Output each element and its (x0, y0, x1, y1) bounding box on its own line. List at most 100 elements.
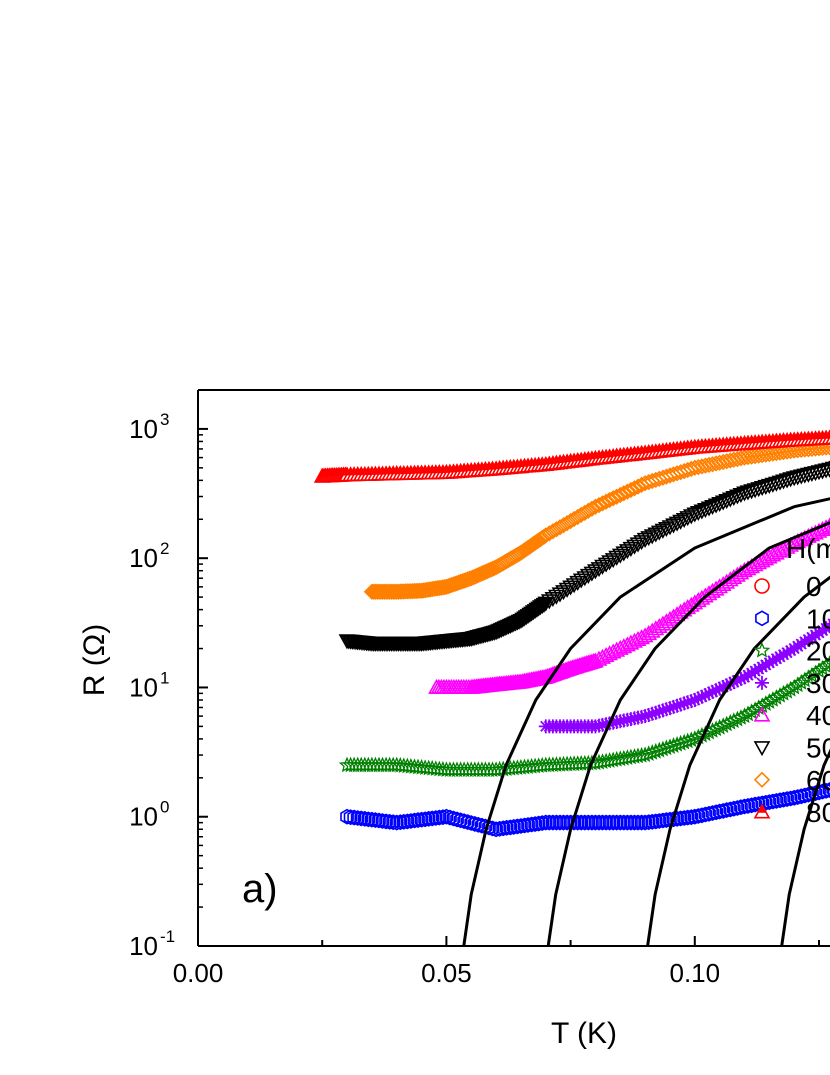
legend-label: 50 (806, 733, 830, 764)
data-point (721, 492, 739, 508)
data-point (775, 474, 792, 490)
data-point (794, 788, 809, 805)
data-point (558, 582, 576, 598)
data-point (443, 809, 457, 826)
data-point (741, 668, 755, 683)
data-point (450, 811, 464, 828)
data-point (758, 657, 773, 672)
legend-marker (755, 610, 769, 627)
data-point (619, 483, 636, 500)
data-point (541, 525, 558, 542)
data-point (697, 502, 714, 519)
data-point (386, 814, 401, 831)
data-point (583, 566, 601, 582)
data-point (687, 693, 702, 707)
data-point (769, 792, 784, 809)
data-point (783, 643, 798, 658)
data-point (489, 821, 503, 838)
data-point (771, 475, 789, 491)
data-point (404, 813, 418, 829)
data-point (643, 529, 661, 545)
data-point (762, 794, 777, 811)
fit-curve-0 (462, 497, 830, 946)
fit-curve-2 (646, 575, 830, 946)
y-tick-exponent: 1 (160, 668, 169, 687)
data-point (792, 469, 810, 485)
data-point (732, 487, 750, 504)
legend-title: H(m (786, 533, 830, 564)
y-tick-label: 10 (129, 543, 158, 573)
data-point (744, 666, 759, 681)
data-point (506, 818, 521, 835)
data-point (679, 511, 697, 527)
data-point (709, 804, 724, 821)
data-point (757, 479, 775, 495)
data-point (739, 485, 757, 501)
data-point (826, 783, 830, 796)
data-point (824, 658, 830, 669)
data-point (808, 785, 823, 802)
data-point (741, 797, 755, 814)
data-point (750, 482, 768, 498)
data-point (640, 531, 658, 547)
x-ticks: 0.000.050.100.150.200.2 (173, 936, 820, 988)
data-point (615, 546, 633, 562)
legend-label: 10 (806, 603, 830, 634)
data-point (680, 809, 695, 826)
data-point (587, 498, 604, 515)
series-6 (363, 439, 830, 600)
data-point (428, 810, 443, 826)
data-point (647, 527, 665, 543)
series-3 (538, 618, 830, 734)
data-point (622, 541, 640, 557)
legend-marker (753, 741, 771, 757)
data-point (605, 490, 622, 507)
data-point (764, 477, 782, 493)
data-point (622, 481, 640, 499)
legend-label: 80 (806, 797, 830, 828)
y-tick-exponent: 0 (160, 798, 169, 817)
data-point (691, 808, 706, 824)
data-point (414, 811, 429, 828)
data-point (729, 489, 746, 505)
data-point (638, 814, 653, 831)
data-point (783, 790, 798, 807)
data-point (565, 578, 583, 594)
legend-marker (753, 706, 771, 722)
data-point (684, 809, 699, 826)
data-point (748, 796, 763, 813)
data-point (565, 510, 583, 528)
data-point (773, 792, 787, 809)
data-point (691, 691, 706, 706)
data-point (400, 813, 415, 830)
x-tick-label: 0.10 (669, 958, 720, 988)
data-point (555, 585, 572, 601)
data-point (544, 591, 562, 608)
data-point (670, 698, 685, 713)
data-point (698, 806, 713, 823)
data-point (760, 478, 778, 494)
data-point (428, 678, 445, 694)
data-point (629, 478, 647, 495)
data-point (675, 601, 693, 617)
data-point (551, 519, 569, 536)
data-point (680, 695, 695, 710)
data-point (744, 797, 759, 814)
data-point (698, 688, 713, 703)
data-point (755, 660, 770, 674)
data-point (594, 559, 611, 575)
legend-label: 0 (806, 571, 822, 602)
data-point (776, 791, 791, 808)
y-tick-exponent: 3 (160, 410, 169, 429)
data-point (537, 596, 555, 612)
x-axis-title: T (K) (551, 1017, 617, 1050)
data-point (389, 814, 404, 831)
data-point (702, 805, 716, 822)
data-point (658, 521, 675, 538)
data-point (558, 514, 576, 532)
data-point (510, 818, 525, 835)
data-point (496, 820, 511, 837)
data-point (499, 819, 514, 836)
